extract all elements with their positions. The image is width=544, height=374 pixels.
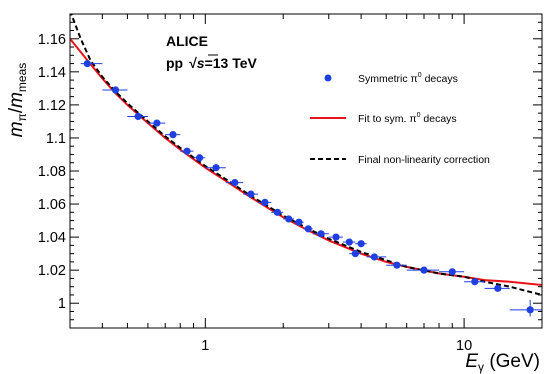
data-point: [180, 147, 194, 155]
data-point: [258, 198, 272, 206]
y-tick-label: 1.06: [38, 197, 66, 213]
point-marker: [195, 154, 204, 162]
data-point: [464, 278, 485, 286]
data-point: [386, 261, 407, 269]
data-point: [80, 59, 103, 68]
data-points: [80, 59, 542, 317]
data-point: [439, 268, 465, 276]
legend-label-3: Final non-linearity correction: [358, 154, 490, 166]
data-point: [271, 208, 284, 216]
point-marker: [494, 284, 502, 292]
data-point: [147, 119, 166, 127]
y-axis-label: mπ/mmeas: [6, 63, 29, 138]
experiment-label: ALICE: [166, 33, 208, 49]
data-point: [366, 253, 387, 261]
collision-label: pp √s=13 TeV: [166, 55, 258, 71]
data-point: [243, 190, 259, 198]
plot-frame: [69, 13, 543, 329]
x-tick-label: 10: [456, 338, 472, 354]
data-point: [127, 112, 148, 121]
data-point: [225, 178, 244, 187]
y-tick-label: 1.02: [38, 263, 66, 279]
point-marker: [317, 230, 325, 238]
data-point: [355, 240, 367, 248]
x-axis-label: Eγ (GeV): [465, 351, 540, 374]
data-point: [283, 215, 294, 223]
data-point: [342, 238, 356, 246]
point-marker: [169, 131, 177, 139]
point-marker: [261, 198, 269, 206]
point-marker: [526, 306, 534, 314]
data-point: [205, 164, 226, 172]
y-tick-labels: 1 1.02 1.04 1.06 1.08 1.1 1.12 1.14 1.16: [38, 32, 66, 312]
point-marker: [231, 178, 239, 187]
x-tick-label: 1: [201, 338, 209, 354]
data-point: [509, 299, 542, 317]
y-tick-label: 1.08: [38, 164, 66, 180]
legend-label-1: Symmetric π0 decays: [358, 72, 458, 85]
y-tick-label: 1.04: [38, 230, 66, 246]
point-marker: [295, 218, 303, 226]
point-marker: [111, 86, 120, 94]
data-point: [102, 86, 128, 94]
data-point: [328, 233, 343, 241]
point-marker: [153, 119, 161, 127]
curves: [70, 14, 542, 296]
x-tick-labels: 1 10: [201, 338, 472, 354]
axes-ticks: [69, 13, 543, 328]
point-marker: [370, 253, 378, 261]
correction-curve: [70, 14, 542, 296]
point-marker: [393, 261, 401, 269]
y-tick-label: 1.1: [46, 131, 66, 147]
point-marker: [471, 278, 479, 286]
y-tick-label: 1.12: [38, 98, 66, 114]
point-marker: [212, 164, 220, 172]
y-tick-label: 1.16: [38, 32, 66, 48]
point-marker: [273, 208, 282, 216]
legend: Symmetric π0 decays Fit to sym. π0 decay…: [310, 72, 490, 166]
data-point: [349, 250, 362, 258]
point-marker: [134, 112, 142, 121]
point-marker: [357, 240, 365, 248]
legend-label-2: Fit to sym. π0 decays: [358, 112, 457, 125]
point-marker: [285, 215, 293, 223]
data-point: [293, 218, 304, 226]
point-marker: [420, 266, 428, 274]
point-marker: [183, 147, 191, 155]
legend-marker-dot: [324, 74, 332, 82]
data-point: [484, 284, 510, 292]
point-marker: [448, 268, 456, 276]
data-point: [193, 154, 206, 162]
point-marker: [83, 59, 91, 68]
point-marker: [345, 238, 353, 246]
data-point: [303, 225, 313, 233]
point-marker: [304, 225, 312, 233]
data-point: [406, 266, 440, 274]
y-tick-label: 1: [58, 296, 66, 312]
data-point: [312, 230, 329, 238]
data-point: [165, 131, 181, 139]
y-tick-label: 1.14: [38, 65, 66, 81]
point-marker: [247, 190, 255, 198]
point-marker: [351, 250, 359, 258]
point-marker: [332, 233, 340, 241]
